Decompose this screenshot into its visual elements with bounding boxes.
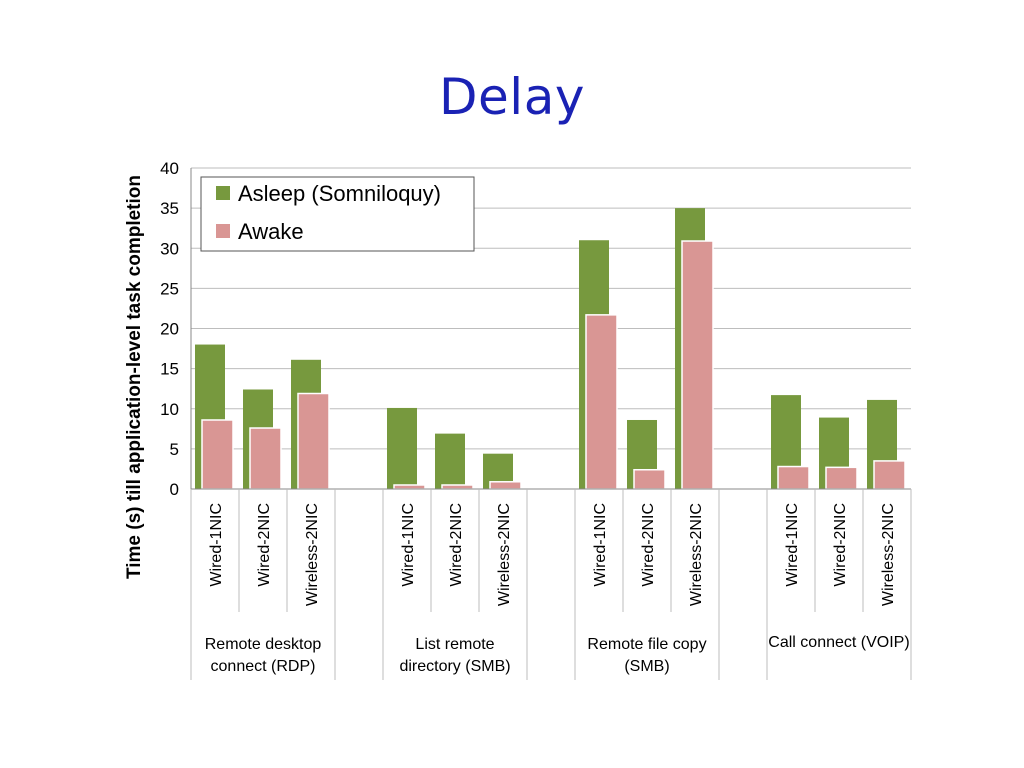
x-tick-label: Wired-1NIC xyxy=(592,503,609,587)
bar-asleep xyxy=(435,433,465,489)
x-tick-label: Wireless-2NIC xyxy=(496,503,513,606)
legend: Asleep (Somniloquy) Awake xyxy=(200,176,475,252)
bar-asleep xyxy=(387,407,417,489)
y-tick-label: 35 xyxy=(160,199,179,218)
bar-awake xyxy=(393,484,426,490)
x-tick-label: Wired-1NIC xyxy=(208,503,225,587)
y-tick-label: 30 xyxy=(160,239,179,258)
y-tick-label: 15 xyxy=(160,360,179,379)
x-tick-label: Wired-2NIC xyxy=(256,503,273,587)
bar-awake xyxy=(585,314,618,490)
group-label: (SMB) xyxy=(624,658,669,675)
category-axis: Wired-1NIC Wired-2NIC Wireless-2NIC Remote … xyxy=(190,489,912,680)
group-label: directory (SMB) xyxy=(399,658,510,675)
bar-awake xyxy=(633,468,666,490)
group-label: List remote xyxy=(415,636,494,653)
y-axis: 0 5 10 15 20 25 30 35 40 xyxy=(160,159,911,499)
legend-swatch xyxy=(216,186,230,200)
legend-swatch xyxy=(216,224,230,238)
bar-awake xyxy=(201,419,234,490)
x-tick-label: Wired-2NIC xyxy=(832,503,849,587)
bar-awake xyxy=(825,466,858,490)
x-tick-label: Wired-1NIC xyxy=(784,503,801,587)
group-label: Call connect (VOIP) xyxy=(768,634,909,651)
x-tick-label: Wireless-2NIC xyxy=(880,503,897,606)
group-label: Remote desktop xyxy=(205,636,322,653)
bar-awake xyxy=(249,427,282,490)
y-tick-label: 25 xyxy=(160,279,179,298)
x-tick-label: Wired-2NIC xyxy=(448,503,465,587)
bar-awake xyxy=(441,484,474,490)
bar-awake xyxy=(681,240,714,490)
bar-awake xyxy=(297,392,330,490)
legend-label: Asleep (Somniloquy) xyxy=(238,181,441,206)
group-label: Remote file copy xyxy=(587,636,706,653)
x-tick-label: Wired-1NIC xyxy=(400,503,417,587)
bar-awake xyxy=(489,481,522,490)
bars xyxy=(195,208,906,490)
x-tick-label: Wireless-2NIC xyxy=(688,503,705,606)
y-axis-label: Time (s) till application-level task com… xyxy=(124,175,145,579)
group-label: connect (RDP) xyxy=(211,658,316,675)
slide-title: Delay xyxy=(439,68,585,126)
y-tick-label: 5 xyxy=(170,440,179,459)
x-tick-label: Wired-2NIC xyxy=(640,503,657,587)
x-tick-label: Wireless-2NIC xyxy=(304,503,321,606)
legend-label: Awake xyxy=(238,219,304,244)
y-tick-label: 40 xyxy=(160,159,179,178)
bar-awake xyxy=(873,460,906,490)
y-tick-label: 10 xyxy=(160,400,179,419)
y-tick-label: 20 xyxy=(160,320,179,339)
bar-awake xyxy=(777,465,810,490)
legend-box xyxy=(200,176,475,252)
y-tick-label: 0 xyxy=(170,480,179,499)
